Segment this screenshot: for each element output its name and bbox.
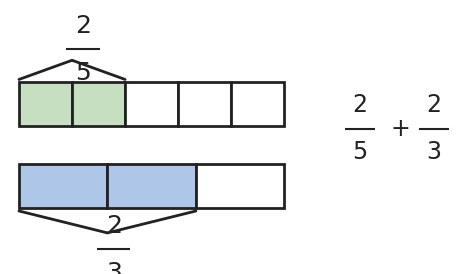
Text: 3: 3 bbox=[426, 140, 441, 164]
Bar bbox=[125, 82, 178, 126]
Bar bbox=[19, 82, 72, 126]
Text: 5: 5 bbox=[75, 61, 91, 85]
Text: 3: 3 bbox=[106, 261, 122, 274]
Text: 2: 2 bbox=[75, 14, 91, 38]
Bar bbox=[19, 164, 108, 208]
Bar bbox=[178, 82, 231, 126]
Bar bbox=[72, 82, 125, 126]
Text: 2: 2 bbox=[106, 214, 122, 238]
Bar bbox=[108, 164, 196, 208]
Text: 5: 5 bbox=[353, 140, 368, 164]
Text: 2: 2 bbox=[353, 93, 368, 117]
Bar bbox=[231, 82, 284, 126]
Text: +: + bbox=[391, 117, 410, 141]
Text: 2: 2 bbox=[426, 93, 441, 117]
Bar bbox=[196, 164, 284, 208]
